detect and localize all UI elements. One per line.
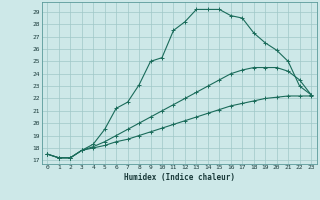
X-axis label: Humidex (Indice chaleur): Humidex (Indice chaleur) [124,173,235,182]
